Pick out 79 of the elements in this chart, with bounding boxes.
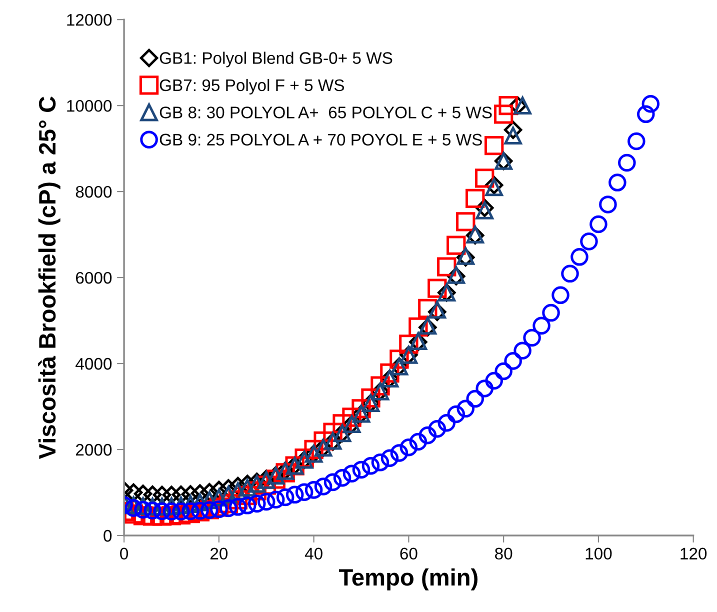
y-tick-label: 2000	[76, 444, 112, 456]
x-tick-label: 120	[680, 548, 707, 560]
point	[342, 464, 361, 482]
x-axis-title: Tempo (min)	[339, 568, 478, 590]
point	[618, 154, 636, 172]
point	[456, 212, 476, 232]
point	[637, 105, 655, 124]
point	[400, 438, 418, 456]
point	[362, 456, 380, 475]
point	[504, 352, 522, 370]
point	[390, 444, 408, 462]
point	[238, 478, 256, 497]
point	[642, 94, 660, 113]
point	[172, 502, 190, 520]
x-tick-label: 60	[400, 548, 418, 560]
point	[504, 126, 522, 145]
point	[238, 496, 256, 514]
x-tick-label: 80	[495, 548, 512, 560]
point	[485, 372, 503, 390]
point	[304, 481, 323, 499]
x-tick-label: 40	[304, 548, 322, 560]
point	[476, 380, 494, 398]
legend-label: GB 9: 25 POLYOL A + 70 POYOL E + 5 WS	[160, 134, 482, 146]
y-tick-label: 12000	[67, 14, 112, 26]
point	[352, 460, 370, 479]
point	[229, 498, 247, 516]
point	[484, 136, 504, 156]
x-tick-label: 100	[586, 548, 612, 560]
point	[570, 248, 588, 266]
point	[276, 488, 294, 506]
point	[144, 502, 162, 520]
y-tick-label: 8000	[76, 186, 112, 198]
point	[418, 426, 437, 444]
point	[514, 342, 532, 360]
point	[552, 286, 570, 304]
point	[162, 502, 180, 520]
point	[494, 104, 514, 124]
point	[628, 132, 646, 150]
point	[380, 449, 399, 467]
point	[257, 492, 276, 511]
point	[266, 490, 285, 508]
point	[580, 232, 598, 250]
y-tick-label: 10000	[67, 100, 112, 112]
point	[542, 304, 560, 322]
point	[181, 485, 200, 504]
legend-label: GB 8: 30 POLYOL A+ 65 POLYOL C + 5 WS	[160, 106, 492, 118]
point	[428, 420, 446, 438]
point	[314, 478, 332, 496]
point	[561, 264, 579, 283]
y-tick-label: 6000	[76, 272, 112, 284]
point	[134, 500, 152, 519]
point	[409, 432, 428, 451]
point	[295, 483, 314, 501]
point	[220, 499, 238, 518]
point	[608, 174, 626, 192]
point	[371, 454, 390, 472]
point	[523, 328, 541, 347]
point	[494, 362, 512, 380]
point	[153, 502, 171, 520]
point	[333, 469, 352, 487]
point	[476, 202, 494, 220]
y-tick-label: 0	[104, 530, 112, 542]
point	[532, 316, 550, 335]
point	[514, 96, 532, 114]
point	[456, 400, 475, 418]
point	[286, 486, 304, 504]
point	[324, 473, 342, 492]
y-tick-label: 4000	[76, 358, 112, 370]
legend-label: GB1: Polyol Blend GB-0+ 5 WS	[160, 52, 392, 68]
x-tick-label: 20	[210, 548, 228, 560]
point	[447, 405, 466, 424]
legend-label: GB7: 95 Polyol F + 5 WS	[160, 78, 344, 94]
point	[590, 215, 608, 234]
point	[438, 414, 456, 432]
point	[248, 494, 266, 513]
x-tick-label: 0	[120, 548, 128, 560]
y-axis-title: Viscosità Brookfield (cP) a 25° C	[38, 96, 60, 460]
point	[599, 196, 617, 214]
point	[466, 390, 484, 408]
